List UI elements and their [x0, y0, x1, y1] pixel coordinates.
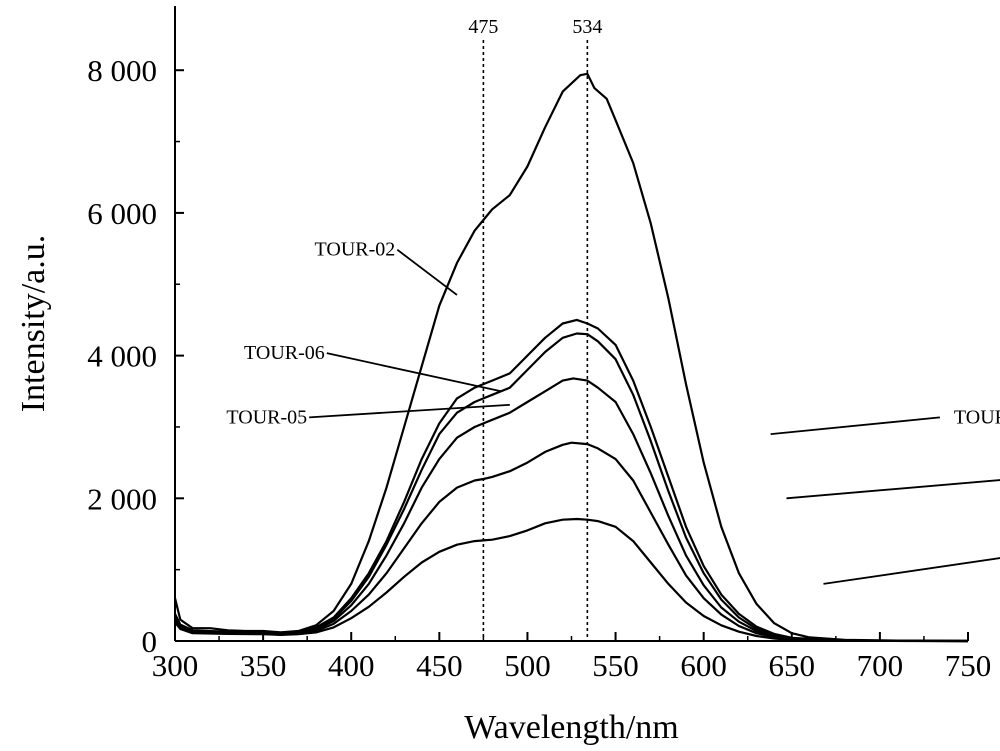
x-tick-label: 700	[857, 648, 904, 683]
x-tick-label: 450	[416, 648, 463, 683]
y-tick-label: 0	[142, 624, 158, 659]
series-lines	[173, 72, 969, 643]
series-label-leader	[309, 403, 510, 419]
series-label-tour-06: TOUR-06	[244, 342, 325, 364]
reference-line-label: 534	[572, 16, 602, 38]
y-axis-title: Intensity/a.u.	[15, 235, 52, 413]
series-labels: TOUR-02TOUR-06TOUR-05TOUR-01TOUR-03TOUR-…	[226, 239, 1000, 429]
x-tick-label: 400	[328, 648, 375, 683]
series-label-leader	[786, 479, 1000, 500]
y-tick-label: 6 000	[87, 196, 157, 231]
reference-lines: 475 534	[468, 16, 602, 641]
x-tick-label: 600	[680, 648, 727, 683]
y-tick-label: 2 000	[87, 481, 157, 516]
x-axis-title: Wavelength/nm	[464, 709, 678, 746]
y-tick-label: 4 000	[87, 339, 157, 374]
reference-line-label: 475	[468, 16, 498, 38]
series-label-tour-05: TOUR-05	[226, 406, 307, 428]
x-ticks: 300 350 400 450 500 550 600 650 700 750	[152, 632, 992, 683]
series-label-leader	[770, 416, 940, 435]
y-ticks: 0 2 000 4 000 6 000 8 000	[87, 53, 184, 659]
series-label-tour-01: TOUR-01	[954, 406, 1000, 428]
x-tick-label: 750	[945, 648, 992, 683]
axes: 300 350 400 450 500 550 600 650 700 750 0 2 000 4 0…	[87, 6, 991, 683]
series-line-tour-03	[174, 441, 969, 643]
series-line-tour-04	[174, 517, 969, 643]
x-tick-label: 550	[592, 648, 639, 683]
x-tick-label: 350	[240, 648, 287, 683]
series-line-tour-06	[174, 318, 969, 643]
series-label-leader	[823, 557, 1000, 585]
x-tick-label: 300	[152, 648, 199, 683]
series-label-leader	[396, 249, 458, 296]
series-label-tour-02: TOUR-02	[315, 239, 396, 261]
series-label-leaders	[309, 249, 1000, 585]
x-tick-label: 500	[504, 648, 551, 683]
x-tick-label: 650	[769, 648, 816, 683]
series-label-leader	[326, 352, 502, 393]
y-tick-label: 8 000	[87, 53, 157, 88]
